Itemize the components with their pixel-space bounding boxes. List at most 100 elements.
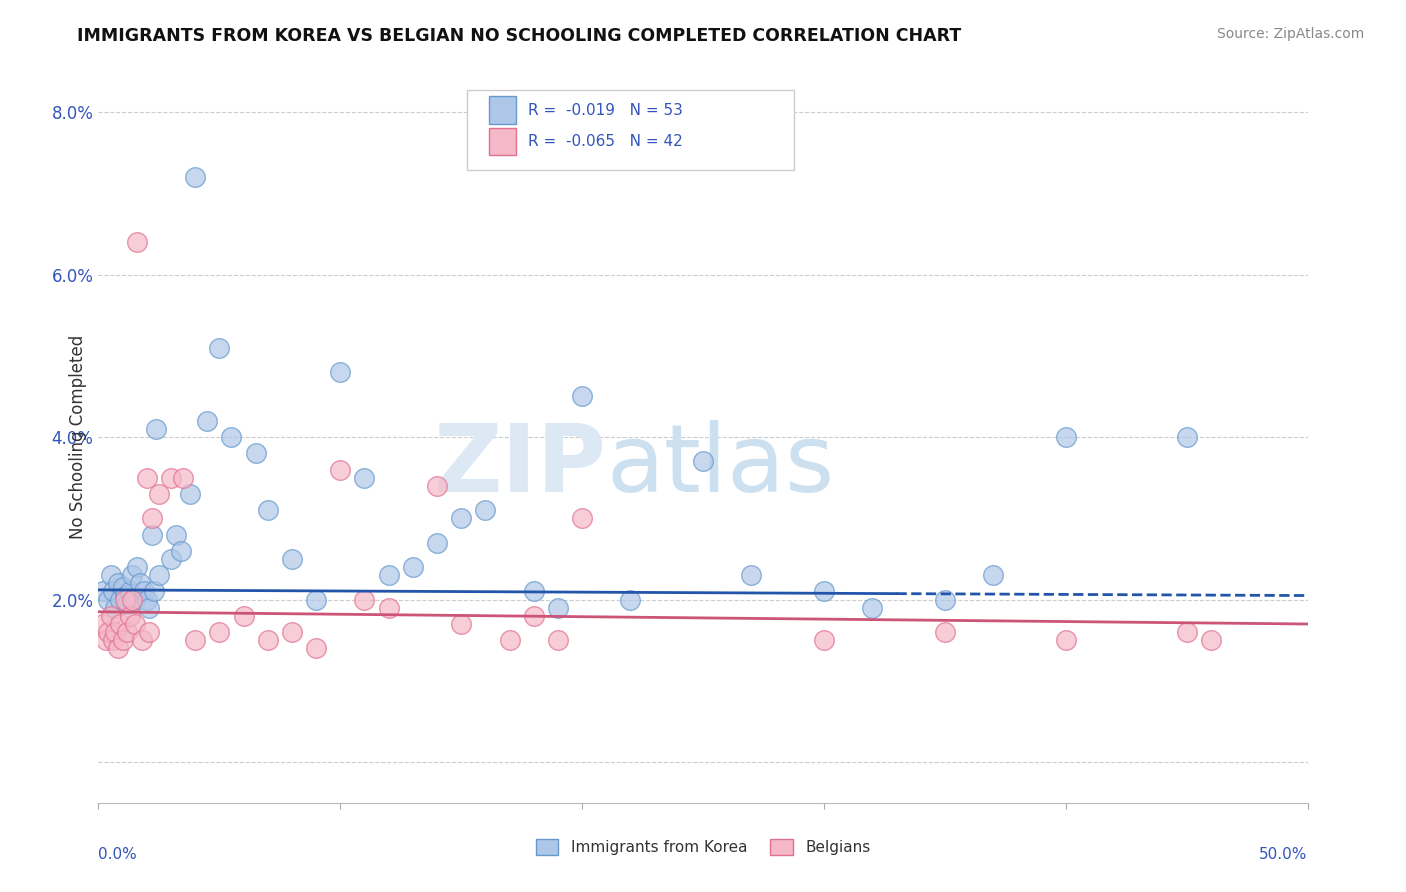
Point bbox=[692, 454, 714, 468]
Point bbox=[107, 641, 129, 656]
Point bbox=[402, 560, 425, 574]
Point bbox=[111, 633, 134, 648]
Legend: Immigrants from Korea, Belgians: Immigrants from Korea, Belgians bbox=[530, 833, 876, 861]
Point bbox=[195, 414, 218, 428]
Point bbox=[245, 446, 267, 460]
Point bbox=[619, 592, 641, 607]
Point bbox=[104, 600, 127, 615]
Point bbox=[91, 617, 114, 632]
Point bbox=[1199, 633, 1222, 648]
Point bbox=[813, 633, 835, 648]
Point bbox=[124, 592, 146, 607]
Point bbox=[547, 600, 569, 615]
Point bbox=[353, 592, 375, 607]
Point bbox=[571, 511, 593, 525]
Point bbox=[305, 592, 328, 607]
Point bbox=[281, 625, 304, 640]
Point bbox=[1175, 625, 1198, 640]
Point bbox=[305, 641, 328, 656]
Point bbox=[1175, 430, 1198, 444]
Point bbox=[97, 625, 120, 640]
Point bbox=[97, 592, 120, 607]
Point bbox=[208, 341, 231, 355]
Point bbox=[128, 576, 150, 591]
Point bbox=[108, 592, 131, 607]
Point bbox=[934, 625, 956, 640]
Point bbox=[208, 625, 231, 640]
Point bbox=[221, 430, 243, 444]
Point bbox=[329, 462, 352, 476]
Point bbox=[127, 560, 149, 574]
Point bbox=[131, 633, 153, 648]
Point bbox=[450, 617, 472, 632]
Point bbox=[117, 625, 139, 640]
Text: atlas: atlas bbox=[606, 420, 835, 512]
Point bbox=[184, 169, 207, 184]
Point bbox=[860, 600, 883, 615]
Point bbox=[184, 633, 207, 648]
Text: 0.0%: 0.0% bbox=[98, 847, 138, 862]
Point bbox=[1054, 633, 1077, 648]
Point bbox=[134, 584, 156, 599]
Point bbox=[101, 584, 124, 599]
Point bbox=[135, 471, 157, 485]
Point bbox=[523, 584, 546, 599]
Point bbox=[571, 389, 593, 403]
Point bbox=[281, 552, 304, 566]
Point bbox=[100, 568, 122, 582]
Text: R =  -0.019   N = 53: R = -0.019 N = 53 bbox=[527, 103, 682, 118]
Point bbox=[118, 584, 141, 599]
Point bbox=[426, 479, 449, 493]
Point bbox=[740, 568, 762, 582]
Point bbox=[256, 503, 278, 517]
Point bbox=[138, 625, 160, 640]
Point bbox=[94, 633, 117, 648]
Text: ZIP: ZIP bbox=[433, 420, 606, 512]
Text: Source: ZipAtlas.com: Source: ZipAtlas.com bbox=[1216, 27, 1364, 41]
Point bbox=[114, 589, 136, 603]
Point bbox=[118, 608, 141, 623]
Point bbox=[179, 487, 201, 501]
Point bbox=[135, 592, 157, 607]
Point bbox=[1054, 430, 1077, 444]
Point bbox=[107, 576, 129, 591]
FancyBboxPatch shape bbox=[489, 128, 516, 155]
Point bbox=[169, 544, 191, 558]
Point bbox=[114, 592, 136, 607]
Point bbox=[165, 527, 187, 541]
Point bbox=[377, 568, 399, 582]
Point bbox=[108, 617, 131, 632]
Point bbox=[124, 617, 146, 632]
Point bbox=[160, 471, 183, 485]
Point bbox=[160, 552, 183, 566]
Point bbox=[172, 471, 194, 485]
Point bbox=[523, 608, 546, 623]
Point bbox=[121, 568, 143, 582]
FancyBboxPatch shape bbox=[467, 90, 793, 170]
Point bbox=[127, 235, 149, 249]
Point bbox=[547, 633, 569, 648]
Point bbox=[353, 471, 375, 485]
Point bbox=[104, 625, 127, 640]
Point bbox=[148, 487, 170, 501]
Point bbox=[143, 584, 166, 599]
Point bbox=[121, 592, 143, 607]
Point bbox=[256, 633, 278, 648]
Point bbox=[377, 600, 399, 615]
Y-axis label: No Schooling Completed: No Schooling Completed bbox=[69, 335, 87, 539]
Text: IMMIGRANTS FROM KOREA VS BELGIAN NO SCHOOLING COMPLETED CORRELATION CHART: IMMIGRANTS FROM KOREA VS BELGIAN NO SCHO… bbox=[77, 27, 962, 45]
Point bbox=[232, 608, 254, 623]
Point bbox=[934, 592, 956, 607]
Point bbox=[141, 527, 163, 541]
Point bbox=[426, 535, 449, 549]
Point bbox=[148, 568, 170, 582]
Point bbox=[450, 511, 472, 525]
Point bbox=[138, 600, 160, 615]
Point bbox=[117, 597, 139, 611]
Point bbox=[329, 365, 352, 379]
Point bbox=[498, 633, 520, 648]
Text: 50.0%: 50.0% bbox=[1260, 847, 1308, 862]
Point bbox=[101, 633, 124, 648]
FancyBboxPatch shape bbox=[489, 96, 516, 124]
Text: R =  -0.065   N = 42: R = -0.065 N = 42 bbox=[527, 134, 682, 149]
